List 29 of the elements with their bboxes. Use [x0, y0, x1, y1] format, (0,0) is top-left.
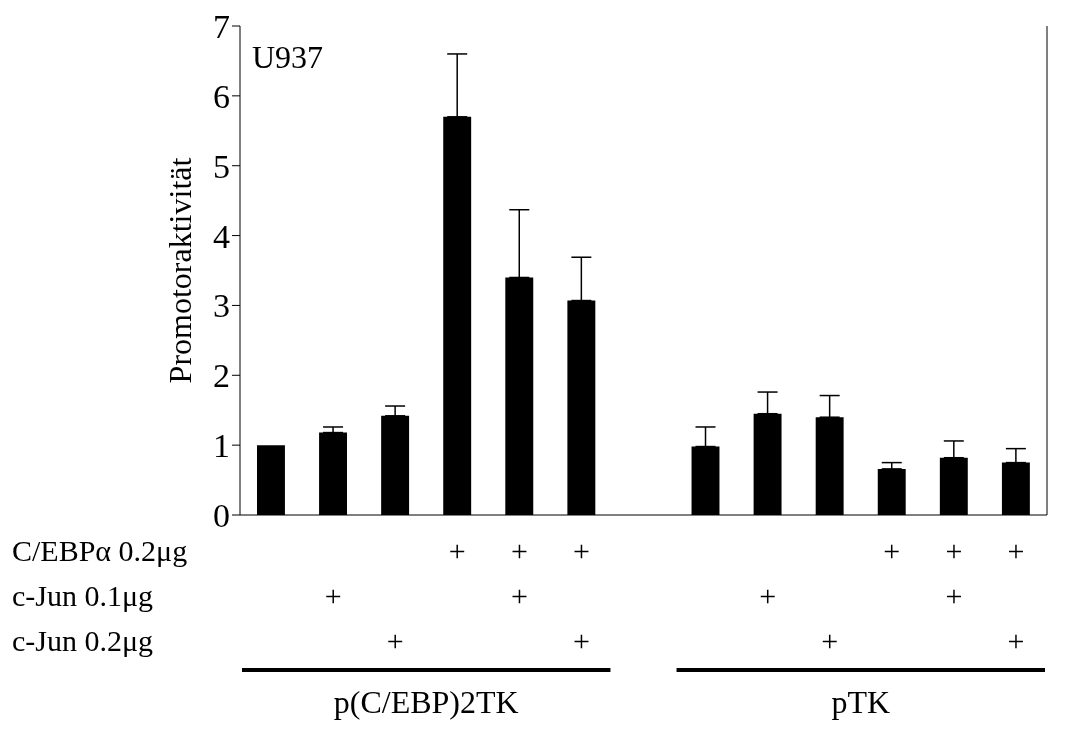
text: +: [883, 534, 901, 567]
y-tick-label: 5: [213, 147, 230, 185]
y-tick-label: 4: [213, 217, 230, 255]
text: +: [448, 534, 466, 567]
text: +: [1007, 624, 1025, 657]
y-tick-label: 0: [213, 497, 230, 535]
annotation: U937: [252, 39, 324, 75]
text: c-Jun 0.2μg: [12, 624, 154, 657]
text: +: [945, 534, 963, 567]
text: +: [510, 579, 528, 612]
text: +: [572, 624, 590, 657]
text: p(C/EBP)2TK: [333, 684, 519, 720]
y-tick-label: 1: [213, 427, 230, 465]
text: +: [386, 624, 404, 657]
y-tick-label: 2: [213, 357, 230, 395]
text: c-Jun 0.1μg: [12, 579, 154, 612]
y-axis-title: Promotoraktivität: [162, 157, 199, 384]
text: +: [759, 579, 777, 612]
y-tick-label: 7: [213, 8, 230, 46]
text: +: [510, 534, 528, 567]
text: +: [572, 534, 590, 567]
y-tick-label: 3: [213, 287, 230, 325]
text: +: [1007, 534, 1025, 567]
y-tick-label: 6: [213, 77, 230, 115]
text: C/EBPα 0.2μg: [12, 534, 188, 567]
text: pTK: [831, 684, 891, 720]
text: +: [821, 624, 839, 657]
text: +: [324, 579, 342, 612]
text: +: [945, 579, 963, 612]
